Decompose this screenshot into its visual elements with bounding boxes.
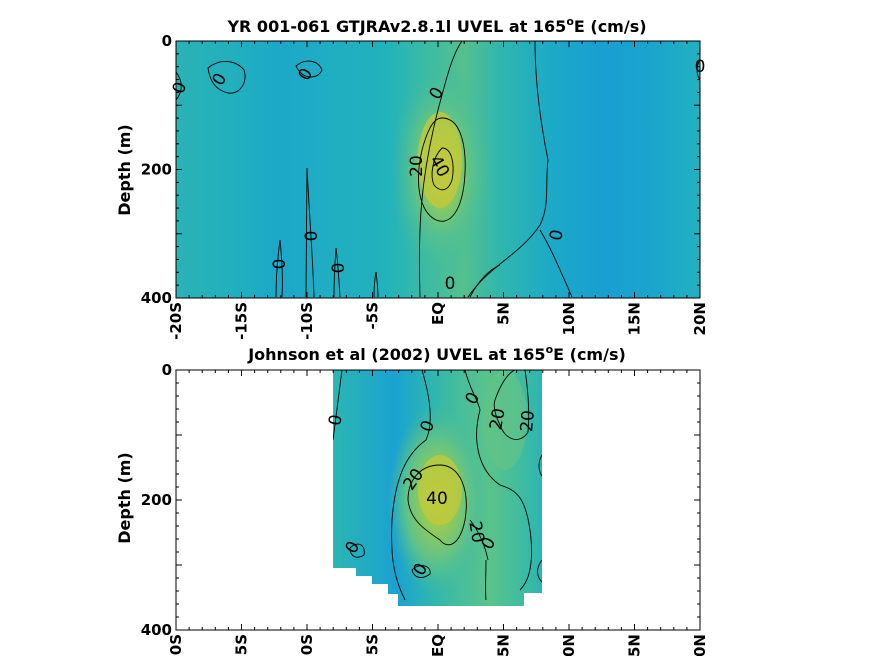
x-tick-label: 10N — [560, 634, 578, 656]
contour-40-line — [431, 147, 454, 191]
y-tick-label: 0 — [162, 361, 172, 379]
surface-eastward-jet — [483, 370, 527, 470]
contour-label: 20 — [407, 155, 427, 177]
contour-zero-line — [411, 565, 431, 578]
contour-zero-line — [176, 71, 182, 101]
contour-zero-line — [295, 60, 323, 78]
contour-label: 20 — [464, 520, 487, 545]
undercurrent-max — [418, 112, 462, 208]
y-tick-label: 0 — [162, 32, 172, 50]
y-axis-label: Depth (m) — [115, 124, 134, 216]
panel-observations: Johnson et al (2002) UVEL at 165oE (cm/s… — [115, 343, 709, 656]
contour-zero-line — [464, 370, 532, 591]
contour-label: 0 — [270, 259, 290, 270]
contour-zero-line — [467, 41, 549, 298]
y-tick-label: 200 — [141, 161, 172, 179]
x-tick-label: -15S — [233, 634, 251, 656]
contour-label: 20 — [517, 409, 539, 432]
contour-label: 0 — [329, 263, 349, 274]
contour-zero-line — [275, 239, 283, 298]
x-tick-label: -10S — [298, 634, 316, 656]
x-tick-label: 10N — [560, 302, 578, 335]
contour-zero-line — [469, 264, 501, 298]
x-tick-label: EQ — [429, 302, 447, 325]
x-tick-label: 5N — [495, 634, 513, 656]
x-tick-label: 15N — [626, 302, 644, 335]
contour-zero-line — [333, 247, 341, 298]
contour-label: 20 — [486, 407, 509, 432]
heatmap-field — [176, 41, 700, 298]
chart-title: YR 001-061 GTJRAv2.8.1l UVEL at 165oE (c… — [226, 15, 646, 36]
x-tick-label: 5N — [495, 302, 513, 325]
contour-20-line — [469, 519, 489, 561]
x-tick-label: -10S — [298, 302, 316, 340]
contour-20-line — [493, 370, 530, 440]
x-tick-label: -5S — [364, 302, 382, 329]
contour-20-line — [418, 117, 466, 222]
contour-label: 0 — [302, 231, 322, 242]
contour-label: 40 — [426, 489, 448, 509]
contour-label: 0 — [445, 274, 456, 294]
x-tick-label: -20S — [167, 634, 185, 656]
panel-model: YR 001-061 GTJRAv2.8.1l UVEL at 165oE (c… — [115, 15, 709, 340]
contour-zero-line — [696, 59, 700, 81]
contour-zero-line — [538, 454, 542, 477]
undercurrent-max — [418, 455, 462, 525]
contour-zero-line — [391, 370, 431, 601]
contour-zero-line — [333, 370, 343, 441]
chart-title: Johnson et al (2002) UVEL at 165oE (cm/s… — [247, 343, 626, 364]
contour-zero-line — [373, 271, 379, 298]
y-axis-label: Depth (m) — [115, 452, 134, 544]
y-tick-label: 400 — [141, 289, 172, 307]
contour-label: 0 — [325, 413, 347, 427]
x-tick-label: 15N — [626, 634, 644, 656]
x-tick-label: 20N — [691, 302, 709, 335]
x-tick-label: -15S — [233, 302, 251, 340]
x-axis: -20S -15S -10S -5S EQ 5N 10N 15N 20N — [167, 370, 709, 656]
contour-zero-line — [349, 543, 365, 558]
contour-zero-line — [537, 559, 542, 583]
contour-zero-line — [418, 41, 463, 298]
contour-zero-line — [539, 229, 573, 298]
y-tick-label: 200 — [141, 491, 172, 509]
x-tick-label: -20S — [167, 302, 185, 340]
x-axis: -20S -15S -10S -5S EQ 5N 10N 15N 20N — [167, 41, 709, 340]
contour-zero-line — [305, 167, 315, 298]
x-tick-label: 20N — [691, 634, 709, 656]
contour-20-line — [407, 464, 467, 546]
contour-zero-line — [207, 61, 246, 94]
y-tick-label: 400 — [141, 621, 172, 639]
heatmap-field — [333, 370, 542, 606]
contour-label: 0 — [546, 228, 568, 242]
x-tick-label: -5S — [364, 634, 382, 656]
x-tick-label: EQ — [429, 634, 447, 656]
